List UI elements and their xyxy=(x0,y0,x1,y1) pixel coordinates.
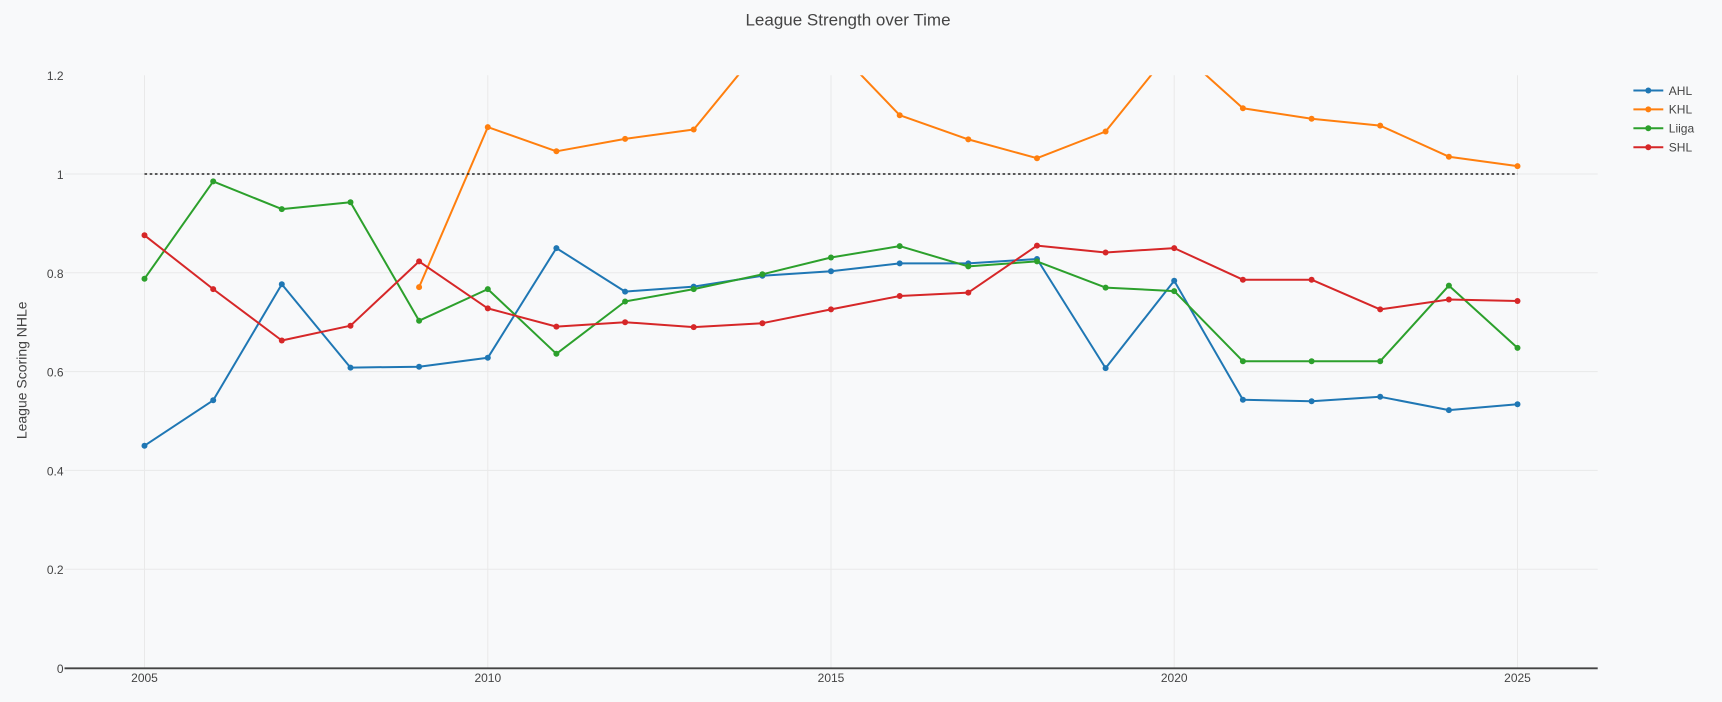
svg-text:0.4: 0.4 xyxy=(47,464,64,478)
svg-text:0: 0 xyxy=(57,662,64,676)
svg-text:League Strength over Time: League Strength over Time xyxy=(745,11,950,30)
svg-text:2015: 2015 xyxy=(818,671,845,685)
svg-text:0.8: 0.8 xyxy=(47,267,64,281)
svg-text:0.2: 0.2 xyxy=(47,563,64,577)
svg-text:1.2: 1.2 xyxy=(47,69,64,83)
svg-text:0.6: 0.6 xyxy=(47,366,64,380)
svg-text:KHL: KHL xyxy=(1669,103,1693,117)
svg-text:AHL: AHL xyxy=(1669,84,1693,98)
svg-text:2020: 2020 xyxy=(1161,671,1188,685)
svg-text:2010: 2010 xyxy=(474,671,501,685)
svg-text:2025: 2025 xyxy=(1504,671,1531,685)
svg-text:2005: 2005 xyxy=(131,671,158,685)
svg-text:SHL: SHL xyxy=(1669,141,1693,155)
svg-text:1: 1 xyxy=(57,168,64,182)
svg-text:League Scoring NHLe: League Scoring NHLe xyxy=(14,301,30,439)
svg-text:Liiga: Liiga xyxy=(1669,122,1695,136)
